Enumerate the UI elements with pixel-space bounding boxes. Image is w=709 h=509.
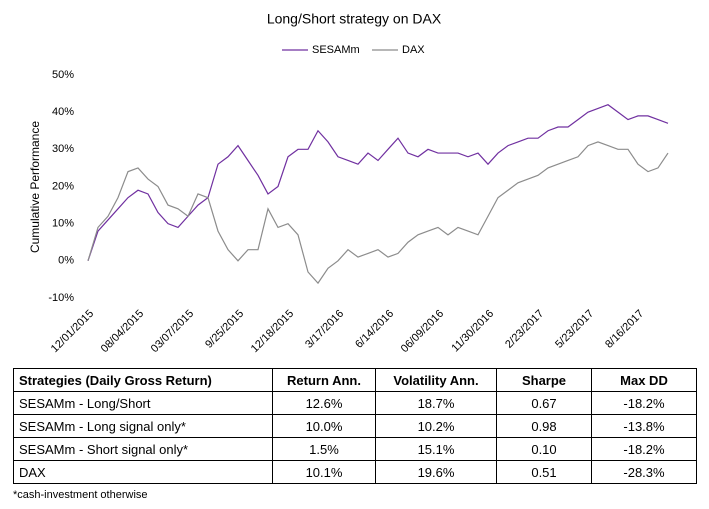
table-cell: SESAMm - Short signal only*: [13, 437, 273, 461]
x-tick-label: 08/04/2015: [99, 308, 146, 355]
table-cell: 12.6%: [272, 391, 376, 415]
table-cell: 0.67: [496, 391, 592, 415]
footnote: *cash-investment otherwise: [13, 489, 148, 501]
header-row: Strategies (Daily Gross Return) Return An…: [13, 368, 697, 392]
x-tick-label: 8/16/2017: [603, 308, 646, 351]
y-tick-label: 40%: [52, 106, 74, 118]
y-axis-label: Cumulative Performance: [28, 121, 42, 253]
x-tick-label: 9/25/2015: [203, 308, 246, 351]
table-cell: 18.7%: [375, 391, 497, 415]
table-cell: -18.2%: [591, 437, 697, 461]
y-tick-label: 0%: [58, 255, 74, 267]
table-cell: 10.0%: [272, 414, 376, 438]
y-tick-label: 50%: [52, 69, 74, 81]
x-tick-label: 6/14/2016: [353, 308, 396, 351]
x-tick-label: 12/18/2015: [249, 308, 296, 355]
x-tick-label: 11/30/2016: [449, 308, 496, 355]
table-cell: SESAMm - Long signal only*: [13, 414, 273, 438]
table-cell: 1.5%: [272, 437, 376, 461]
x-tick-label: 03/07/2015: [149, 308, 196, 355]
table-cell: SESAMm - Long/Short: [13, 391, 273, 415]
table-cell: 19.6%: [375, 460, 497, 484]
series-line: [87, 104, 669, 262]
stats-table: Strategies (Daily Gross Return) Return An…: [13, 368, 697, 484]
x-tick-label: 06/09/2016: [399, 308, 446, 355]
table-cell: 10.2%: [375, 414, 497, 438]
table-cell: 0.98: [496, 414, 592, 438]
table-cell: -28.3%: [591, 460, 697, 484]
table-cell: 0.51: [496, 460, 592, 484]
legend-label: DAX: [402, 44, 425, 56]
x-tick-label: 3/17/2016: [303, 308, 346, 351]
column-header: Strategies (Daily Gross Return): [13, 368, 273, 392]
table-cell: 10.1%: [272, 460, 376, 484]
table-row: DAX 10.1% 19.6% 0.51 -28.3%: [13, 460, 697, 484]
table-cell: 0.10: [496, 437, 592, 461]
series-line: [87, 141, 669, 285]
table-cell: -13.8%: [591, 414, 697, 438]
legend-label: SESAMm: [312, 44, 360, 56]
table-row: SESAMm - Long signal only* 10.0% 10.2% 0.98…: [13, 414, 697, 438]
table-cell: DAX: [13, 460, 273, 484]
x-tick-label: 12/01/2015: [49, 308, 96, 355]
x-tick-label: 5/23/2017: [553, 308, 596, 351]
column-header: Return Ann.: [272, 368, 376, 392]
column-header: Volatility Ann.: [375, 368, 497, 392]
table-cell: -18.2%: [591, 391, 697, 415]
table-cell: 15.1%: [375, 437, 497, 461]
chart: Long/Short strategy on DAX Cumulative Pe…: [28, 11, 669, 355]
y-tick-label: 20%: [52, 180, 74, 192]
column-header: Sharpe: [496, 368, 592, 392]
chart-title: Long/Short strategy on DAX: [267, 11, 442, 27]
y-tick-label: 10%: [52, 218, 74, 230]
y-tick-label: 30%: [52, 143, 74, 155]
table-row: SESAMm - Long/Short 12.6% 18.7% 0.67 -18.2%: [13, 391, 697, 415]
column-header: Max DD: [591, 368, 697, 392]
y-tick-label: -10%: [48, 292, 74, 304]
table-row: SESAMm - Short signal only* 1.5% 15.1% 0.10…: [13, 437, 697, 461]
x-tick-label: 2/23/2017: [503, 308, 546, 351]
